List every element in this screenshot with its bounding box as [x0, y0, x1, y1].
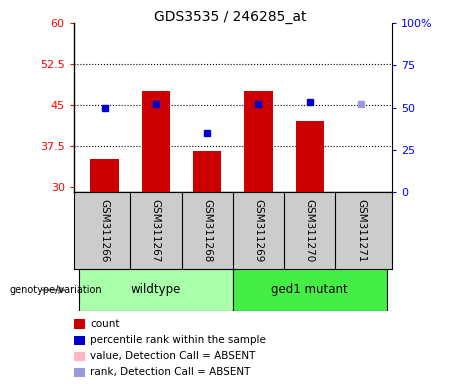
Text: value, Detection Call = ABSENT: value, Detection Call = ABSENT: [90, 351, 255, 361]
Text: rank, Detection Call = ABSENT: rank, Detection Call = ABSENT: [90, 367, 250, 377]
Bar: [79, 269, 233, 311]
Text: percentile rank within the sample: percentile rank within the sample: [90, 335, 266, 345]
Bar: [233, 269, 387, 311]
Text: GSM311266: GSM311266: [100, 199, 110, 262]
Text: wildtype: wildtype: [130, 283, 181, 296]
Text: GSM311268: GSM311268: [202, 199, 212, 262]
Text: GSM311270: GSM311270: [305, 199, 315, 262]
Text: GSM311267: GSM311267: [151, 199, 161, 262]
Bar: [142, 91, 170, 192]
Text: GSM311271: GSM311271: [356, 199, 366, 262]
Text: ged1 mutant: ged1 mutant: [272, 283, 348, 296]
Bar: [193, 151, 221, 192]
Text: genotype/variation: genotype/variation: [9, 285, 102, 295]
Text: count: count: [90, 319, 119, 329]
Bar: [90, 159, 118, 192]
Text: GDS3535 / 246285_at: GDS3535 / 246285_at: [154, 10, 307, 23]
Bar: [244, 91, 272, 192]
Text: GSM311269: GSM311269: [254, 199, 263, 262]
Bar: [296, 121, 324, 192]
